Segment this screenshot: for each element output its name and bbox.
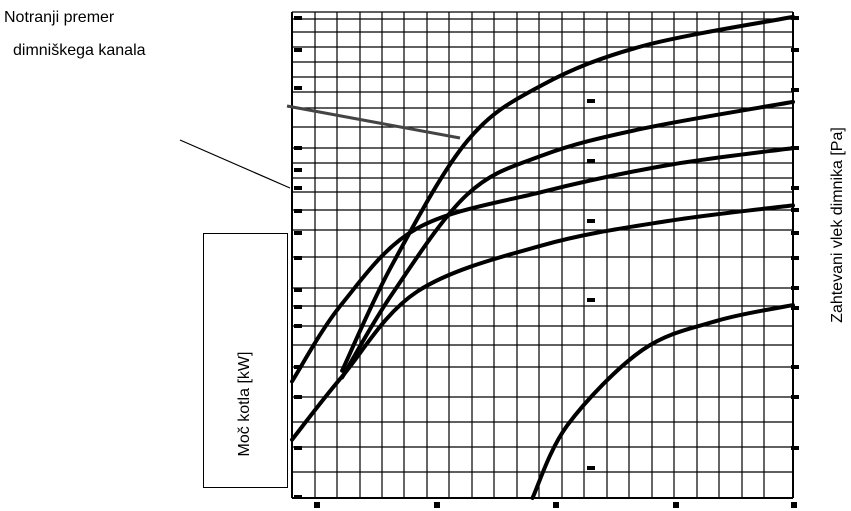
left-axis-tick [294,146,302,150]
bottom-axis-tick [791,502,797,508]
left-axis-tick [294,186,302,190]
right-axis-tick [791,365,799,369]
right-axis-tick [791,286,799,290]
right-axis-tick [791,208,799,212]
axis-ticks [294,16,799,508]
left-axis-tick [294,446,302,450]
right-axis-tick [791,395,799,399]
right-axis-tick [791,48,799,52]
left-axis-tick [294,324,302,328]
bottom-axis-tick [314,502,320,508]
left-axis-tick [294,395,302,399]
ylabel-left-box [203,233,288,488]
callout-pointer-lower [179,139,291,189]
left-axis-tick [294,288,302,292]
curve-label-mark [587,466,595,470]
series-curve-1 [340,14,795,373]
right-axis-tick [791,146,799,150]
curve-label-mark [587,159,595,163]
series-curve-3 [290,146,795,384]
left-axis-tick [294,16,302,20]
ylabel-right: Zahtevani vlek dimnika [Pa] [829,127,846,323]
right-axis-tick [791,88,799,92]
left-axis-tick [294,231,302,235]
chart-series [290,14,795,500]
bottom-axis-tick [673,502,679,508]
right-axis-tick [791,231,799,235]
right-axis-tick [791,306,799,310]
left-axis-tick [294,168,302,172]
right-axis-tick [791,16,799,20]
callout-label-line2: dimniškega kanala [13,42,146,59]
chart-grid [291,11,794,499]
left-axis-tick [294,48,302,52]
series-curve-4 [290,203,795,442]
series-curve-2 [340,99,795,380]
callout-label-line1: Notranji premer [4,9,115,26]
curve-label-mark [587,298,595,302]
bottom-axis-tick [434,502,440,508]
bottom-axis-tick [553,502,559,508]
right-axis-tick [791,186,799,190]
left-axis-tick [294,495,302,499]
ylabel-left: Moč kotla [kW] [236,351,253,457]
left-axis-tick [294,86,302,90]
curve-label-mark [587,219,595,223]
right-axis-tick [791,446,799,450]
curve-label-mark [587,99,595,103]
left-axis-tick [294,305,302,309]
series-curve-5 [530,303,795,500]
left-axis-tick [294,256,302,260]
callout-pointer-upper [286,104,461,140]
left-axis-tick [294,365,302,369]
right-axis-tick [791,256,799,260]
left-axis-tick [294,209,302,213]
